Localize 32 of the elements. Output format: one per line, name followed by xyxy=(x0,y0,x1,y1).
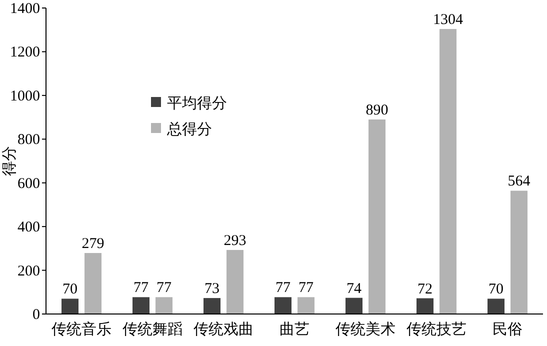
x-tick-label: 传统技艺 xyxy=(406,321,466,338)
data-label: 77 xyxy=(134,280,149,296)
data-label: 73 xyxy=(204,281,220,298)
x-tick-label: 曲艺 xyxy=(280,321,310,338)
data-label: 279 xyxy=(82,236,104,252)
y-tick-label: 1200 xyxy=(10,44,40,61)
legend-label: 总得分 xyxy=(166,121,212,138)
data-label: 70 xyxy=(62,282,78,298)
y-tick-label: 1400 xyxy=(10,1,40,17)
data-label: 77 xyxy=(276,280,291,296)
data-label: 72 xyxy=(418,281,432,298)
x-tick-label: 民俗 xyxy=(492,322,522,338)
legend-label: 平均得分 xyxy=(167,95,227,112)
x-tick-label: 传统戏曲 xyxy=(194,321,254,338)
data-label: 74 xyxy=(346,280,362,297)
y-tick-label: 0 xyxy=(32,307,40,323)
y-tick-label: 200 xyxy=(18,263,40,280)
data-label: 890 xyxy=(366,102,388,118)
y-tick-label: 600 xyxy=(18,176,40,192)
y-tick-label: 1000 xyxy=(10,88,40,104)
x-tick-label: 传统美术 xyxy=(336,321,396,338)
y-tick-label: 800 xyxy=(18,132,40,148)
data-label: 70 xyxy=(488,282,504,298)
data-label: 1304 xyxy=(433,12,464,28)
x-tick-label: 传统音乐 xyxy=(52,321,112,338)
y-tick-label: 400 xyxy=(18,220,40,236)
data-label: 293 xyxy=(224,232,246,249)
data-label: 77 xyxy=(298,280,314,296)
data-label: 77 xyxy=(156,280,172,296)
data-label: 564 xyxy=(508,174,531,190)
x-tick-label: 传统舞蹈 xyxy=(122,321,182,338)
y-axis-title: 得分 xyxy=(1,146,18,176)
